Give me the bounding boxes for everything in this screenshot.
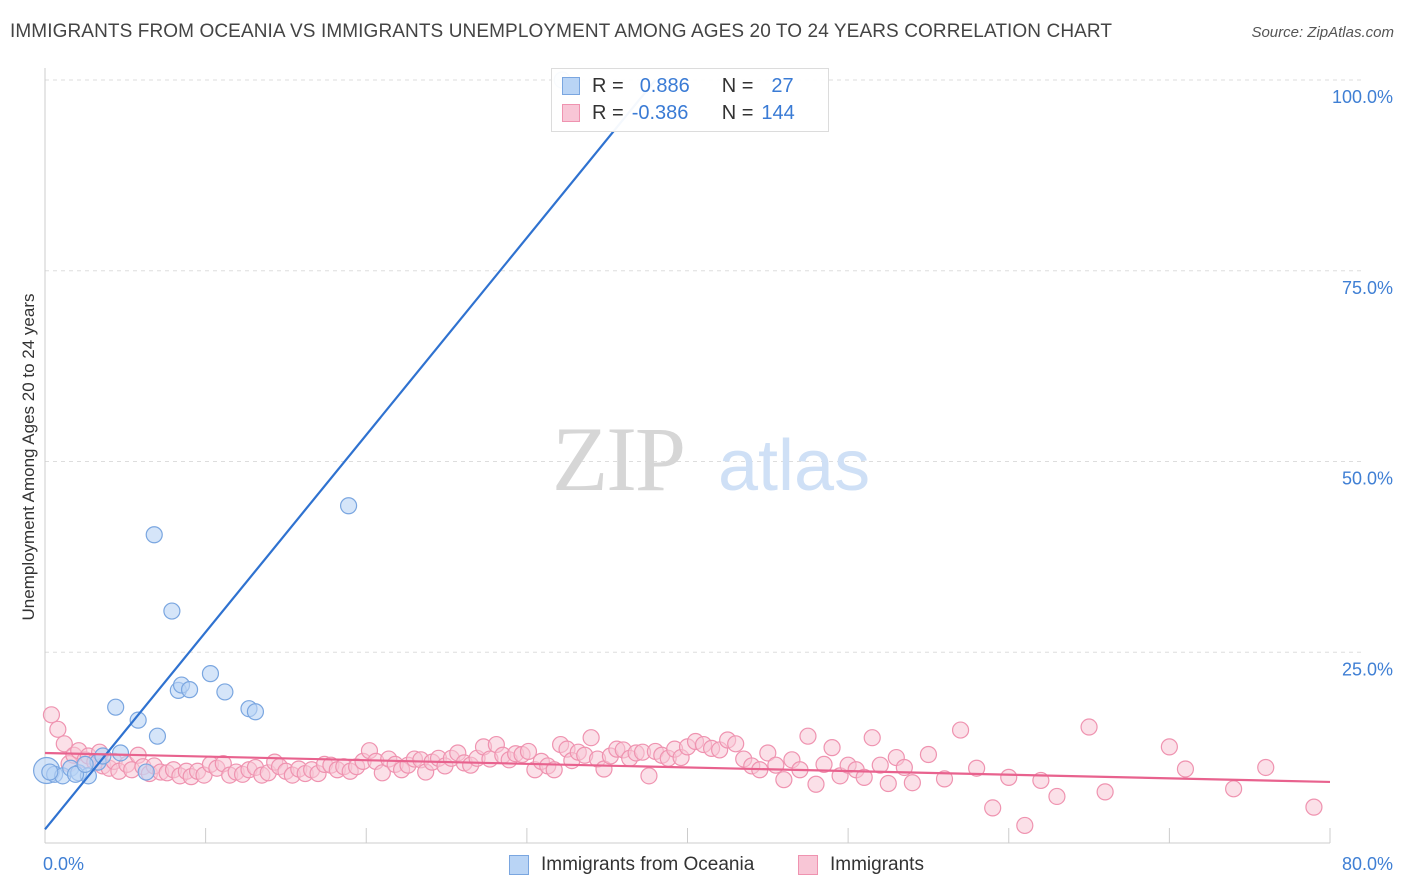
x-tick-labels: 0.0% 80.0%	[43, 854, 1393, 874]
correlation-legend: R = 0.886 N = 27 R = -0.386 N = 144	[551, 68, 829, 132]
gridlines	[44, 79, 1365, 843]
y-tick-labels: 25.0% 50.0% 75.0% 100.0%	[1332, 87, 1393, 679]
data-point	[984, 799, 1002, 817]
data-point	[49, 720, 67, 738]
data-point	[582, 729, 600, 747]
data-point	[137, 763, 155, 781]
data-point	[163, 602, 181, 620]
data-point	[1048, 787, 1066, 806]
trendline-oceania	[44, 79, 657, 830]
data-point	[111, 744, 130, 762]
data-point	[823, 739, 841, 757]
immigrants-points	[42, 706, 1323, 835]
trendline-immigrants	[44, 751, 1331, 784]
data-point	[145, 526, 163, 544]
watermark: ZIP atlas	[552, 408, 870, 510]
legend-r-label: R =	[592, 74, 624, 97]
bottom-legend-swatch-blue	[509, 855, 529, 875]
legend-n-value: 27	[771, 74, 794, 97]
bottom-legend-oceania: Immigrants from Oceania	[509, 852, 754, 878]
data-point	[919, 745, 938, 764]
data-point	[879, 774, 897, 793]
data-point	[903, 774, 921, 792]
data-point	[951, 721, 970, 739]
data-point	[968, 759, 986, 777]
data-point	[775, 771, 793, 789]
chart-title: IMMIGRANTS FROM OCEANIA VS IMMIGRANTS UN…	[10, 21, 1113, 42]
data-point	[55, 735, 73, 753]
data-point	[107, 698, 125, 716]
data-point	[815, 755, 833, 774]
data-point	[42, 706, 61, 724]
bottom-legend-swatch-pink	[798, 855, 818, 875]
y-tick-label: 75.0%	[1342, 278, 1393, 298]
data-point	[180, 681, 199, 699]
legend-r-value: 0.886	[639, 74, 690, 97]
data-point	[519, 742, 538, 761]
data-point	[807, 775, 825, 793]
data-point	[759, 744, 777, 762]
bottom-legend-immigrants: Immigrants	[798, 852, 924, 878]
data-point	[148, 727, 167, 745]
legend-swatch-pink	[562, 104, 580, 122]
data-point	[1080, 718, 1098, 736]
legend-r-value: -0.386	[631, 101, 689, 124]
data-point	[1305, 798, 1323, 816]
oceania-points	[33, 71, 571, 785]
source-label: Source: ZipAtlas.com	[1251, 24, 1394, 41]
legend-row-oceania: R = 0.886 N = 27	[562, 74, 794, 98]
data-point	[41, 763, 59, 781]
y-axis-label: Unemployment Among Ages 20 to 24 years	[19, 293, 38, 621]
data-point	[246, 703, 265, 721]
data-point	[855, 768, 873, 786]
data-point	[129, 711, 147, 729]
data-point	[935, 770, 954, 788]
data-point	[1016, 816, 1034, 835]
x-tick-label: 0.0%	[43, 854, 84, 874]
data-point	[373, 764, 391, 782]
data-point	[1176, 760, 1195, 778]
axes	[44, 68, 1330, 844]
data-point	[545, 761, 563, 779]
legend-swatch-blue	[562, 77, 580, 95]
data-point	[76, 755, 94, 774]
data-point	[727, 735, 745, 753]
data-point	[871, 756, 889, 774]
legend-n-label: N =	[721, 74, 754, 97]
trendlines	[44, 79, 1331, 830]
y-tick-label: 25.0%	[1342, 659, 1393, 679]
legend-n-value: 144	[761, 101, 795, 124]
data-point	[1096, 783, 1114, 801]
legend-r-label: R =	[592, 101, 624, 124]
legend-n-label: N =	[721, 101, 754, 124]
watermark-atlas: atlas	[718, 426, 870, 506]
data-point	[863, 729, 881, 747]
data-point	[339, 497, 358, 515]
data-point	[1225, 780, 1243, 798]
bottom-legend-label: Immigrants	[830, 854, 924, 875]
data-point	[216, 683, 234, 701]
data-point	[799, 727, 817, 745]
data-point	[640, 767, 658, 785]
data-point	[1000, 768, 1018, 786]
y-tick-label: 100.0%	[1332, 87, 1393, 107]
data-point	[1160, 738, 1178, 756]
x-tick-label: 80.0%	[1342, 854, 1393, 874]
watermark-zip: ZIP	[552, 408, 684, 510]
data-point	[1257, 758, 1275, 777]
legend-row-immigrants: R = -0.386 N = 144	[562, 101, 795, 125]
data-point	[767, 756, 785, 774]
y-tick-label: 50.0%	[1342, 469, 1393, 489]
bottom-legend-label: Immigrants from Oceania	[541, 854, 755, 875]
data-point	[201, 665, 220, 683]
